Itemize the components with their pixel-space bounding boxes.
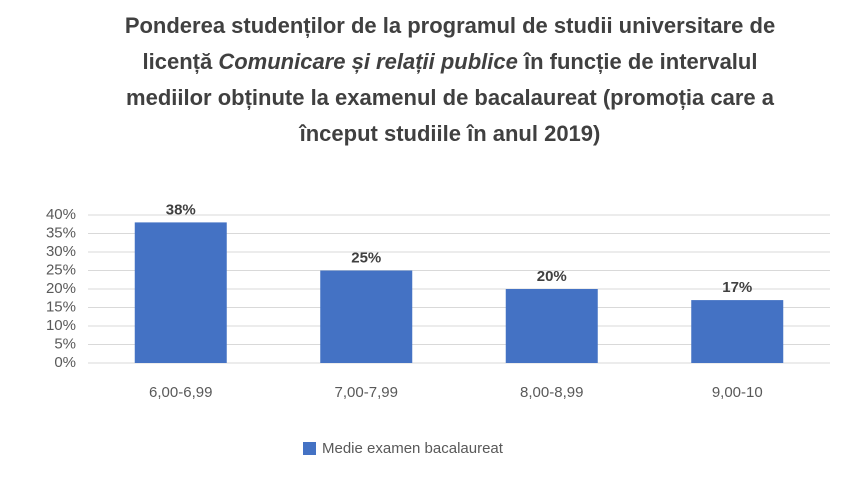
title-part: Comunicare și relații publice	[218, 49, 518, 74]
title-part: în funcție de intervalul mediilor obținu…	[126, 49, 774, 146]
bar	[505, 289, 598, 363]
title-part: Ponderea studenților de la programul de …	[124, 13, 776, 74]
legend-label: Medie examen bacalaureat	[322, 440, 504, 457]
chart-title: Ponderea studenților de la programul de …	[110, 8, 790, 152]
bar	[134, 222, 227, 363]
bar	[691, 300, 784, 363]
data-label: 17%	[722, 279, 752, 296]
y-tick-label: 30%	[46, 243, 76, 260]
y-tick-label: 10%	[46, 317, 76, 334]
y-tick-label: 0%	[54, 354, 76, 371]
y-tick-label: 5%	[54, 335, 76, 352]
y-tick-label: 35%	[46, 224, 76, 241]
x-tick-label: 8,00-8,99	[520, 384, 583, 401]
x-tick-label: 6,00-6,99	[149, 384, 212, 401]
y-tick-label: 20%	[46, 280, 76, 297]
y-tick-label: 40%	[46, 206, 76, 223]
data-label: 38%	[166, 201, 196, 218]
y-tick-label: 25%	[46, 261, 76, 278]
x-tick-label: 9,00-10	[712, 384, 763, 401]
bar	[320, 270, 413, 363]
y-tick-label: 15%	[46, 298, 76, 315]
data-label: 20%	[537, 268, 567, 285]
x-tick-label: 7,00-7,99	[335, 384, 398, 401]
data-label: 25%	[351, 249, 381, 266]
legend-swatch	[303, 442, 316, 455]
